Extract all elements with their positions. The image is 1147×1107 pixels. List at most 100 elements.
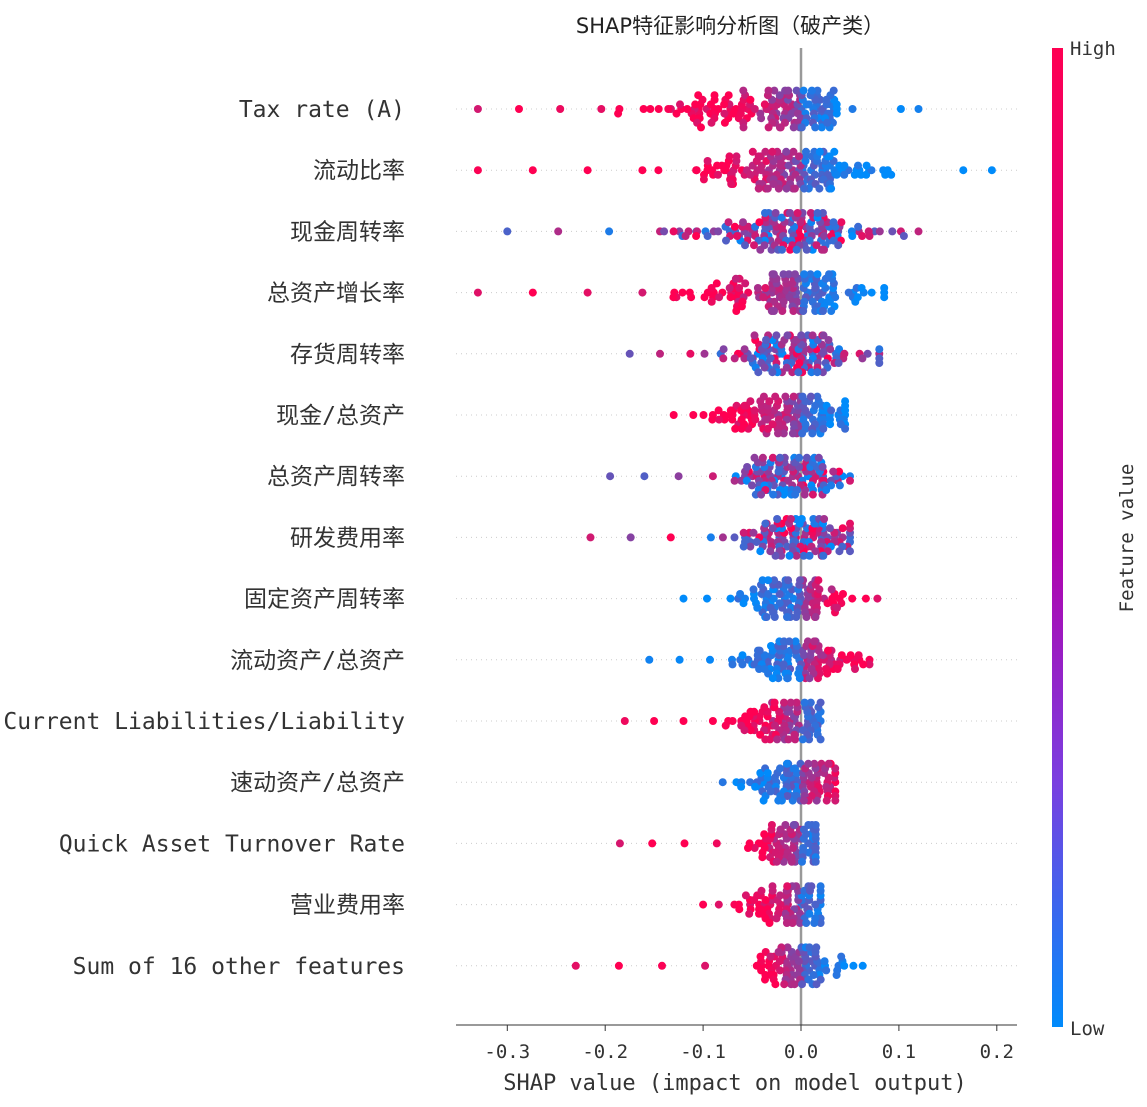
shap-point [798,857,806,866]
shap-point [765,397,774,406]
shap-point [739,218,747,227]
shap-point [761,147,770,156]
shap-point [834,241,843,250]
shap-point [840,961,849,970]
shap-point [786,209,794,217]
shap-point [721,721,730,730]
shap-point [824,759,833,768]
feature-label: 营业费用率 [290,893,405,919]
shap-point [732,307,741,315]
shap-point [669,411,678,419]
shap-point [750,453,759,462]
shap-point [807,86,816,95]
shap-point [761,209,769,217]
shap-point [777,213,786,222]
shap-point [802,919,811,927]
shap-point [620,717,629,725]
shap-point [754,152,763,161]
shap-point [857,284,866,292]
shap-point [837,952,846,961]
shap-point [680,839,689,848]
shap-point [757,490,766,499]
shap-point [614,961,623,970]
shap-point [816,735,825,744]
shap-point [810,919,819,927]
shap-point [826,345,835,354]
shap-point [839,590,847,598]
shap-point [726,406,735,415]
shap-point [703,157,712,165]
shap-point [795,453,804,462]
shap-point [816,919,825,927]
shap-point [772,914,781,923]
shap-point [650,717,659,725]
shap-point [858,354,867,363]
shap-point [773,515,782,523]
shap-point [586,533,595,542]
shap-point [791,637,800,646]
shap-point [775,123,784,132]
shap-point [820,957,829,966]
shap-point [829,218,838,227]
shap-point [757,114,766,123]
shap-point [825,270,833,279]
shap-point [771,980,780,989]
shap-point [666,533,675,542]
shap-point [741,891,750,900]
shap-point [753,284,762,292]
shap-point [914,105,923,113]
beeswarm-points [473,86,996,989]
shap-point [760,703,769,712]
shap-point [710,91,719,100]
shap-point [638,288,647,297]
x-axis-ticks: -0.3 -0.2 -0.1 0.0 0.1 0.2 [484,1025,1014,1063]
shap-point [708,472,717,481]
shap-point [959,166,968,175]
shap-point [761,519,770,528]
shap-point [790,184,799,193]
shap-point [813,270,822,279]
shap-point [738,651,747,660]
shap-point [822,486,831,494]
shap-point [669,227,678,236]
shap-point [811,857,820,866]
shap-point [669,293,678,302]
x-tick-label: -0.2 [582,1041,628,1063]
shap-point [681,232,690,240]
shap-point [692,166,701,175]
shap-point [875,345,884,354]
shap-point [789,123,798,132]
shap-point [764,576,773,585]
shap-point [914,227,923,236]
shap-point [528,166,537,175]
shap-point [831,796,840,805]
shap-point [740,354,749,363]
shap-point [746,170,755,179]
shap-point [768,524,777,533]
shap-point [853,293,862,302]
shap-point [840,349,849,358]
shap-point [766,547,775,556]
shap-point [725,284,734,292]
shap-point [750,241,758,250]
shap-point [788,919,797,927]
shap-point [850,170,859,179]
shap-point [822,95,831,104]
shap-point [764,86,773,95]
shap-point [782,759,791,768]
shap-point [797,123,806,132]
shap-point [715,293,724,302]
shap-point [833,665,842,673]
feature-label: 总资产增长率 [267,281,405,307]
shap-point [829,467,838,476]
shap-point [722,236,730,245]
shap-point [714,105,723,113]
shap-point [708,415,717,424]
shap-point [732,152,741,161]
shap-point [834,359,843,367]
shap-point [783,613,791,621]
shap-point [811,900,820,909]
shap-point [848,232,857,240]
shap-point [784,576,793,585]
shap-point [793,209,802,217]
